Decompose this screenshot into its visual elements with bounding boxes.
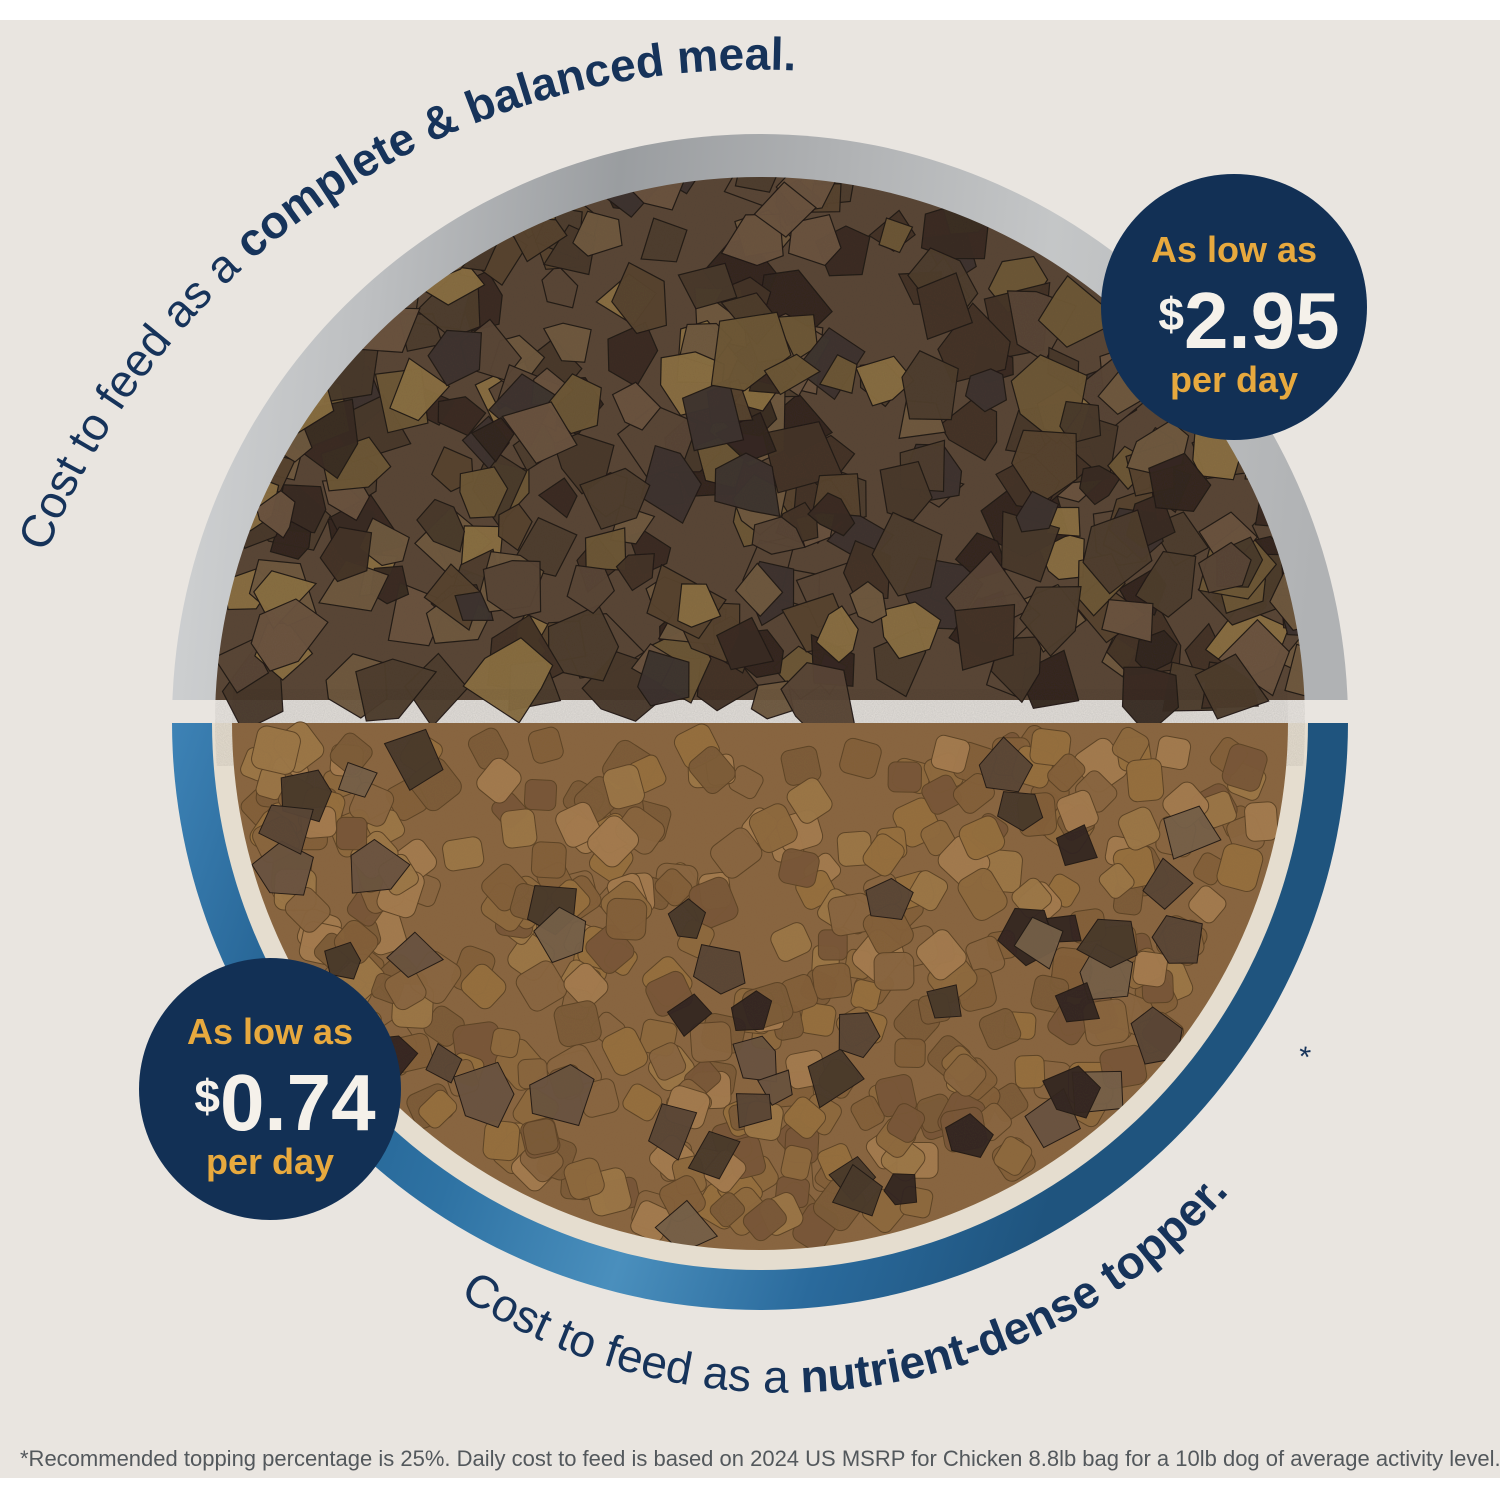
svg-text:$2.95: $2.95 [1158, 276, 1339, 365]
svg-text:*: * [1293, 1042, 1328, 1067]
svg-text:As low as: As low as [1151, 229, 1317, 270]
svg-text:per day: per day [1170, 359, 1298, 400]
svg-text:*Recommended topping percentag: *Recommended topping percentage is 25%. … [20, 1446, 1500, 1471]
svg-text:per day: per day [206, 1141, 334, 1182]
svg-text:$0.74: $0.74 [194, 1058, 376, 1147]
svg-text:As low as: As low as [187, 1011, 353, 1052]
